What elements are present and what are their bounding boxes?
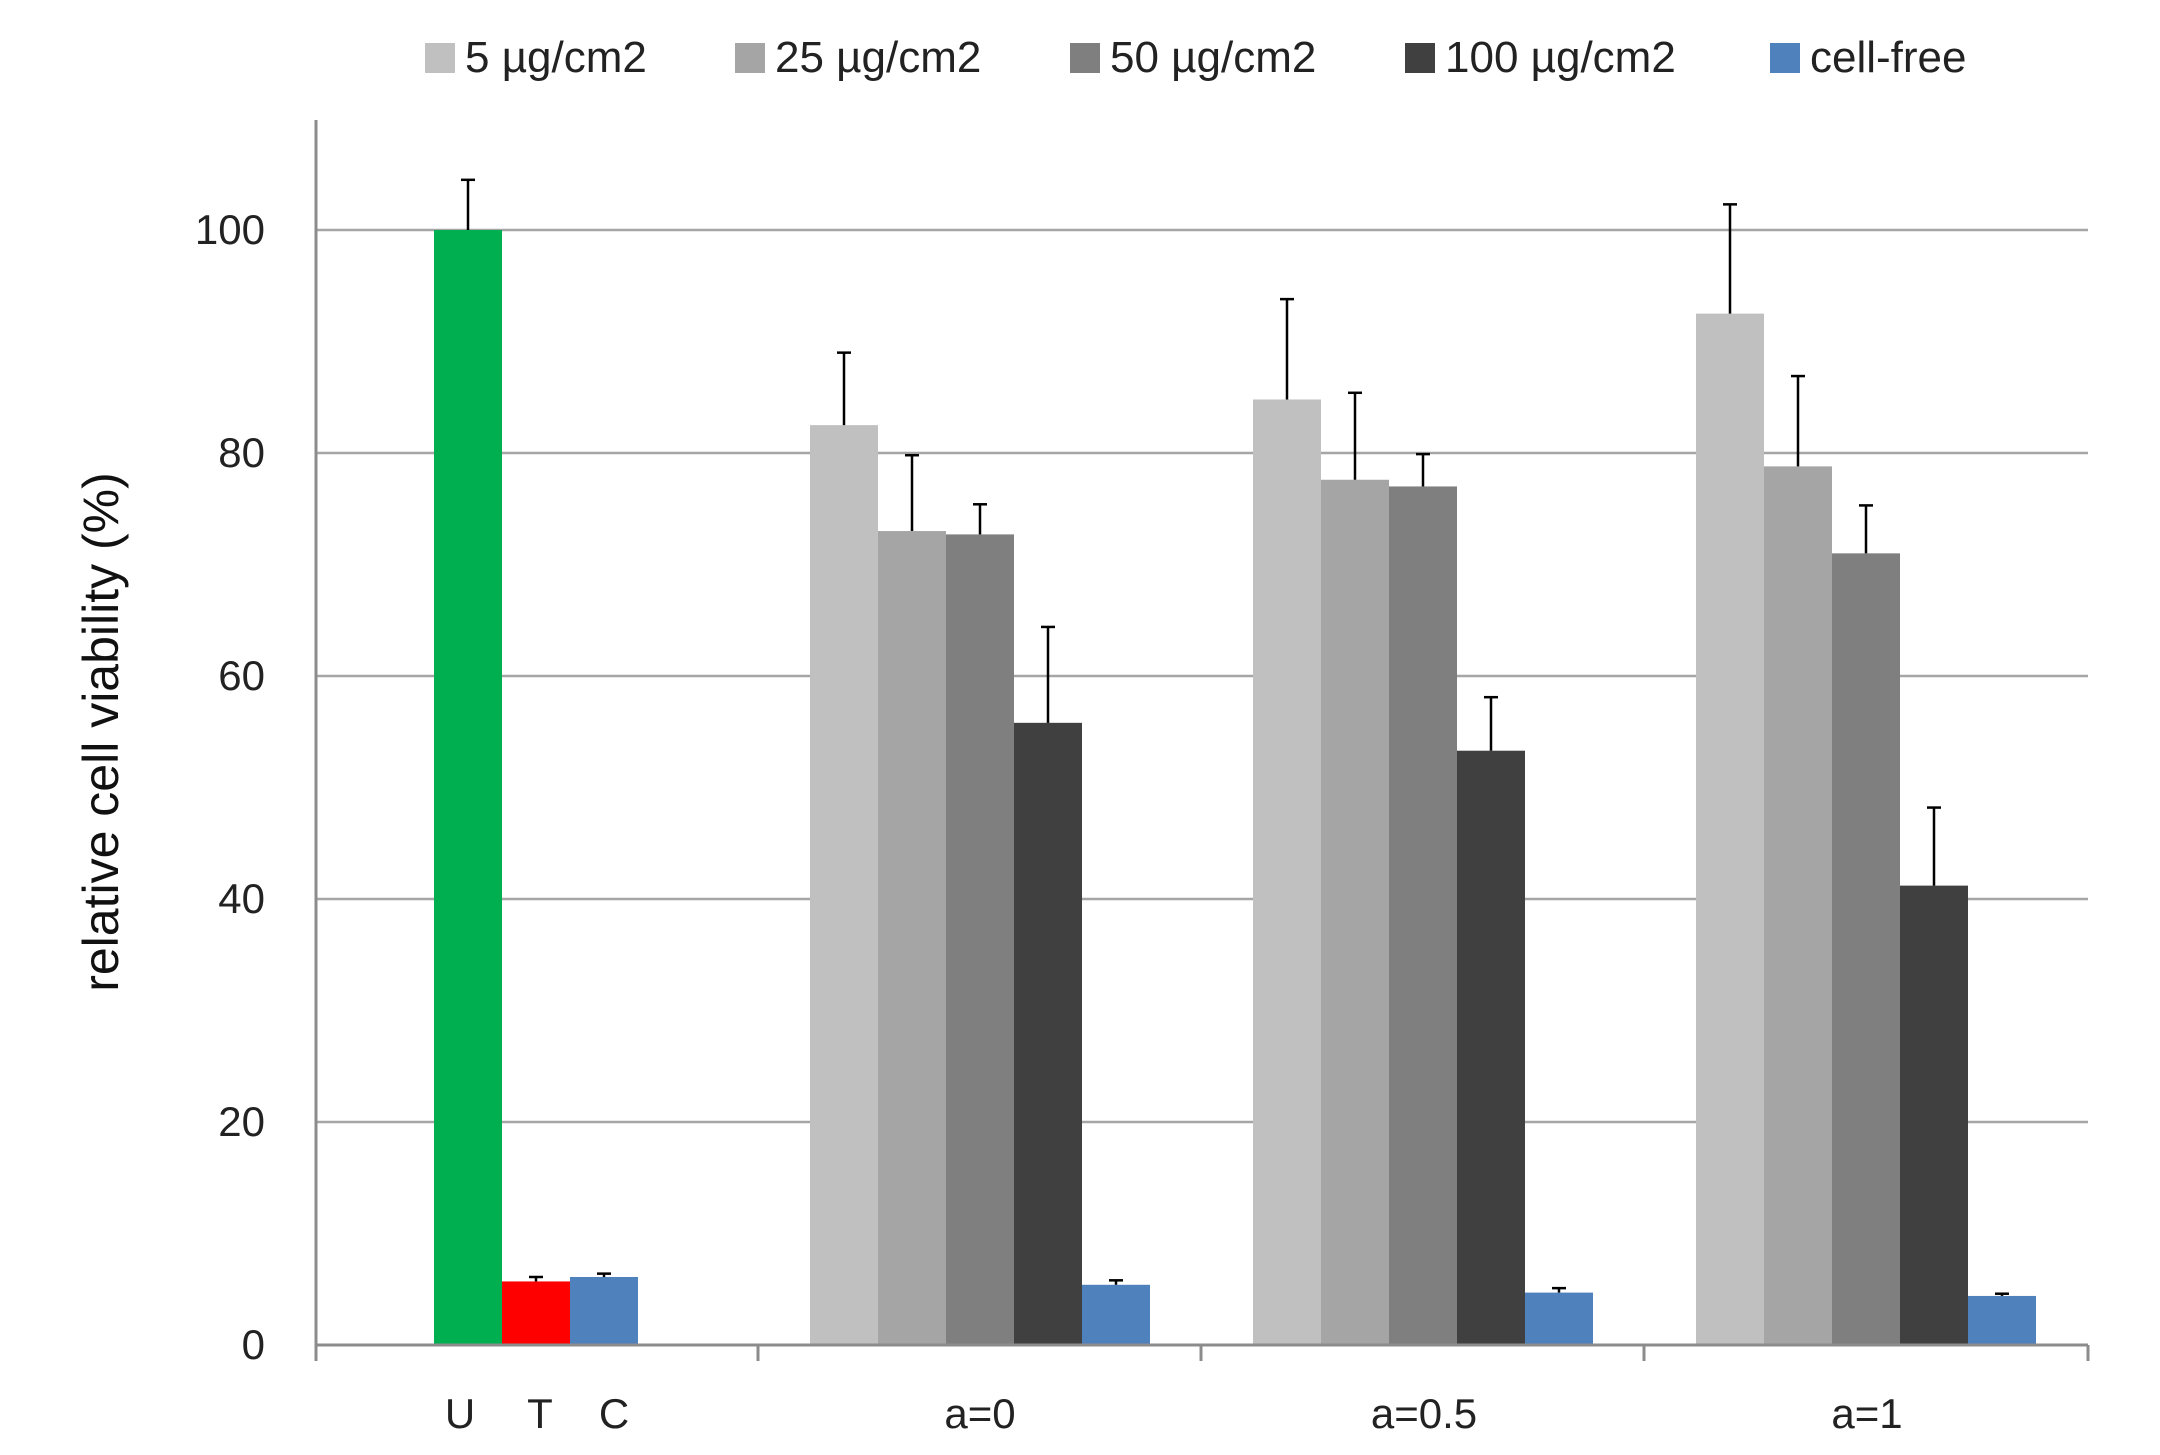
bar	[878, 531, 946, 1345]
x-tick-label: T	[527, 1390, 553, 1437]
bar	[1525, 1292, 1593, 1345]
x-tick-label: C	[599, 1390, 629, 1437]
bar	[1321, 479, 1389, 1345]
y-tick-label: 100	[195, 206, 265, 253]
bar	[1014, 722, 1082, 1345]
legend-label: 50 µg/cm2	[1110, 33, 1316, 82]
legend-swatch	[1770, 43, 1800, 73]
bar	[1082, 1284, 1150, 1345]
bar	[1900, 885, 1968, 1345]
x-tick-label: U	[445, 1390, 475, 1437]
y-axis-title: relative cell viability (%)	[73, 472, 129, 992]
bar	[810, 425, 878, 1345]
legend-swatch	[1070, 43, 1100, 73]
bars	[434, 230, 2036, 1346]
bar	[946, 534, 1014, 1345]
bar	[1832, 553, 1900, 1345]
bar	[1389, 486, 1457, 1345]
legend-label: 25 µg/cm2	[775, 33, 981, 82]
y-tick-label: 20	[218, 1098, 265, 1145]
bar	[1457, 750, 1525, 1345]
y-tick-label: 0	[242, 1321, 265, 1368]
bar	[1696, 313, 1764, 1345]
bar	[1968, 1295, 2036, 1345]
legend-swatch	[425, 43, 455, 73]
x-tick-label: a=0	[944, 1390, 1015, 1437]
legend-label: 100 µg/cm2	[1445, 33, 1676, 82]
legend-label: cell-free	[1810, 33, 1967, 82]
legend-label: 5 µg/cm2	[465, 33, 647, 82]
x-tick-label: a=0.5	[1371, 1390, 1477, 1437]
bar	[434, 230, 502, 1345]
y-tick-label: 80	[218, 429, 265, 476]
y-tick-label: 40	[218, 875, 265, 922]
axes	[314, 120, 2090, 1361]
legend-swatch	[1405, 43, 1435, 73]
error-bars	[461, 178, 2009, 1296]
bar	[1253, 399, 1321, 1346]
y-tick-label: 60	[218, 652, 265, 699]
bar	[502, 1281, 570, 1345]
bar	[1764, 466, 1832, 1345]
bar	[570, 1276, 638, 1345]
legend: 5 µg/cm2 25 µg/cm2 50 µg/cm2 100 µg/cm2 cell…	[425, 33, 1967, 82]
y-tick-labels: 0 20 40 60 80 100	[195, 206, 265, 1368]
x-tick-label: a=1	[1831, 1390, 1902, 1437]
legend-swatch	[735, 43, 765, 73]
